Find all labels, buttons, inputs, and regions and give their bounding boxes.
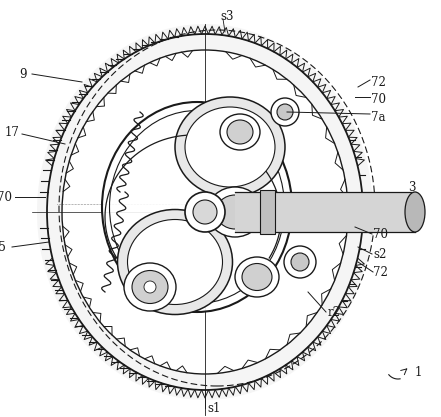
Text: s1: s1 — [207, 402, 220, 414]
Text: 1: 1 — [415, 365, 422, 379]
Text: r2: r2 — [328, 306, 341, 319]
Text: 3: 3 — [408, 181, 415, 193]
Ellipse shape — [37, 24, 373, 400]
Bar — [260, 190, 275, 234]
Ellipse shape — [102, 102, 292, 312]
Ellipse shape — [175, 97, 285, 197]
Text: 72: 72 — [371, 75, 386, 88]
Ellipse shape — [117, 209, 232, 314]
Circle shape — [144, 281, 156, 293]
Text: 70: 70 — [373, 228, 388, 241]
Text: s3: s3 — [220, 10, 233, 23]
Ellipse shape — [405, 192, 425, 232]
Text: 72: 72 — [373, 266, 388, 279]
Ellipse shape — [220, 114, 260, 150]
Text: 7a: 7a — [371, 111, 385, 123]
Circle shape — [291, 253, 309, 271]
Text: 17: 17 — [5, 126, 20, 138]
Text: s2: s2 — [373, 248, 386, 261]
Ellipse shape — [124, 263, 176, 311]
Ellipse shape — [216, 195, 254, 229]
Ellipse shape — [62, 50, 348, 374]
Text: 15: 15 — [0, 241, 7, 254]
Text: 70: 70 — [0, 191, 12, 203]
Ellipse shape — [227, 120, 253, 144]
Circle shape — [185, 192, 225, 232]
Circle shape — [277, 104, 293, 120]
Ellipse shape — [235, 257, 279, 297]
Text: 70: 70 — [371, 93, 386, 106]
Ellipse shape — [127, 219, 223, 304]
Ellipse shape — [185, 107, 275, 187]
Circle shape — [284, 246, 316, 278]
Circle shape — [193, 200, 217, 224]
Circle shape — [271, 98, 299, 126]
Ellipse shape — [242, 264, 272, 291]
Ellipse shape — [132, 271, 168, 304]
Ellipse shape — [208, 187, 262, 237]
Text: 9: 9 — [19, 68, 26, 80]
Polygon shape — [235, 192, 415, 232]
